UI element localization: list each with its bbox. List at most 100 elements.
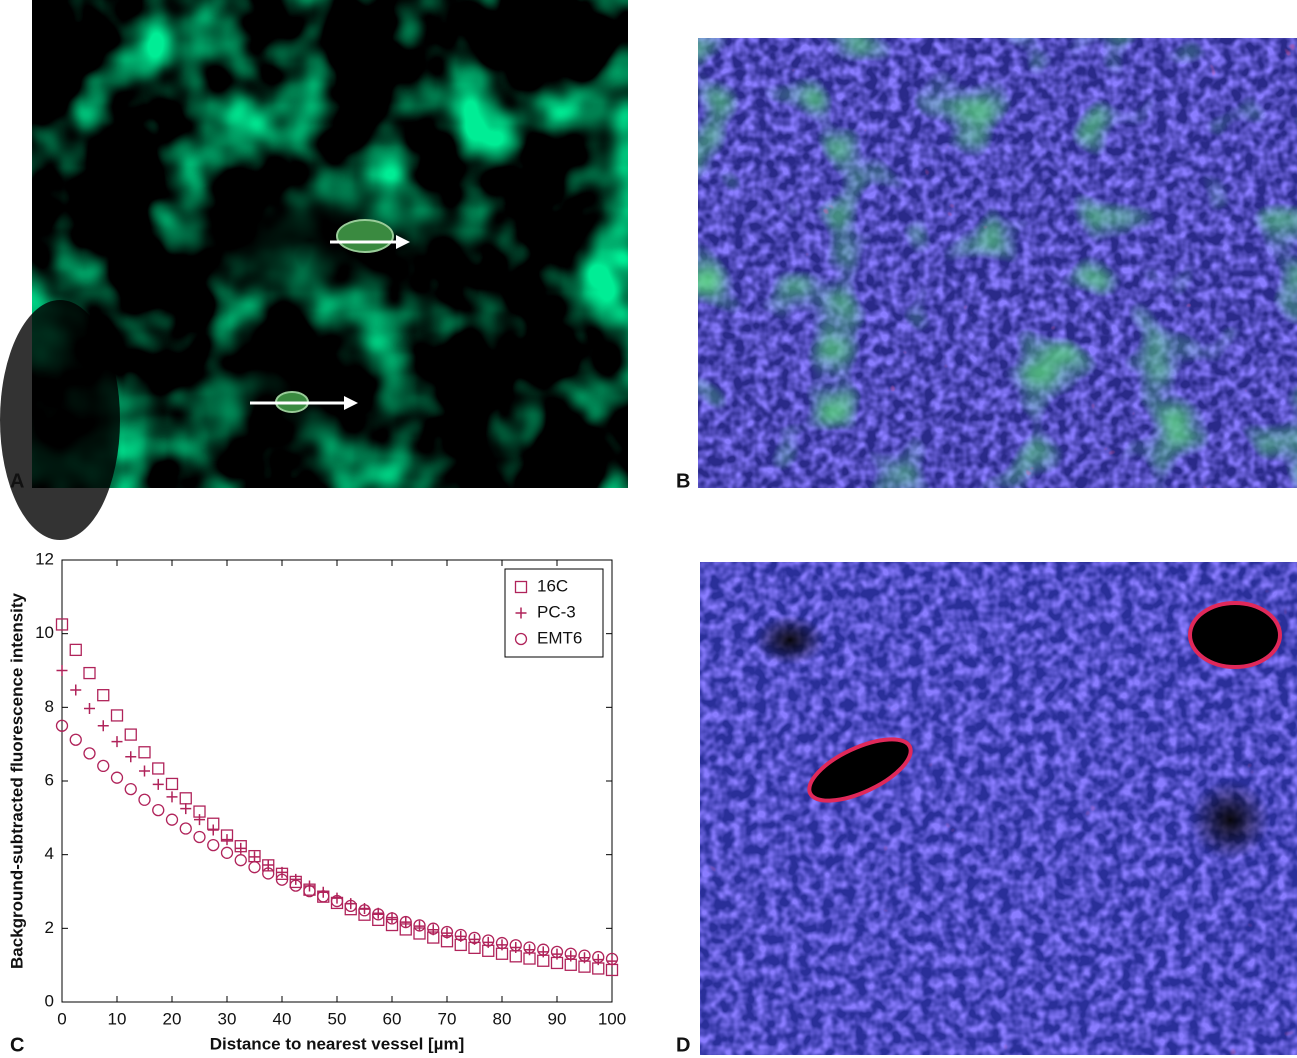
x-axis-label: Distance to nearest vessel [µm] <box>210 1034 465 1053</box>
marker-square <box>97 689 110 702</box>
marker-circle <box>468 931 481 945</box>
marker-circle <box>193 830 206 844</box>
marker-circle <box>165 813 179 826</box>
marker-plus <box>262 859 274 871</box>
marker-plus <box>427 924 439 936</box>
marker-circle <box>262 867 275 880</box>
marker-plus <box>180 803 192 815</box>
marker-square <box>110 709 124 722</box>
panel-label: A <box>10 470 24 492</box>
x-tick-label: 60 <box>383 1009 402 1028</box>
marker-plus <box>111 736 123 748</box>
marker-circle <box>275 873 289 886</box>
marker-square <box>55 618 69 631</box>
y-tick-label: 10 <box>35 623 54 642</box>
marker-circle <box>83 747 96 760</box>
marker-square <box>83 666 96 680</box>
marker-plus <box>97 720 109 732</box>
marker-circle <box>399 915 412 929</box>
marker-plus <box>400 916 412 928</box>
marker-circle <box>413 919 426 932</box>
y-tick-label: 0 <box>45 991 54 1010</box>
marker-plus <box>414 920 425 932</box>
marker-circle <box>248 861 261 874</box>
marker-plus <box>249 851 260 863</box>
marker-plus <box>235 842 247 854</box>
marker-plus <box>56 665 68 676</box>
marker-plus <box>194 814 205 826</box>
marker-square <box>69 643 82 657</box>
x-tick-label: 20 <box>163 1009 182 1028</box>
marker-circle <box>317 890 330 903</box>
x-tick-label: 50 <box>328 1009 347 1028</box>
marker-circle <box>303 884 316 898</box>
legend-label: EMT6 <box>537 628 582 647</box>
x-tick-label: 30 <box>218 1009 237 1028</box>
y-tick-label: 12 <box>35 549 54 568</box>
marker-plus <box>331 892 343 904</box>
x-tick-label: 90 <box>548 1009 567 1028</box>
micrograph-b <box>698 38 1297 488</box>
legend-marker <box>514 632 528 646</box>
panel-label: D <box>676 1034 690 1056</box>
marker-circle <box>564 947 577 960</box>
marker-circle <box>509 939 522 952</box>
marker-plus <box>152 778 164 790</box>
legend-label: PC-3 <box>537 602 576 621</box>
marker-square <box>152 762 165 775</box>
marker-circle <box>550 945 564 959</box>
marker-circle <box>330 894 344 908</box>
marker-circle <box>69 733 82 746</box>
marker-circle <box>179 822 192 835</box>
legend-marker <box>515 607 527 619</box>
y-tick-label: 6 <box>45 770 54 789</box>
marker-plus <box>207 824 219 836</box>
marker-plus <box>290 873 302 885</box>
marker-circle <box>207 838 220 852</box>
marker-plus <box>125 751 137 763</box>
marker-circle <box>110 771 124 784</box>
marker-circle <box>578 949 591 962</box>
marker-plus <box>139 765 150 777</box>
x-tick-label: 10 <box>108 1009 127 1028</box>
legend-marker <box>514 580 528 594</box>
y-tick-label: 8 <box>45 697 54 716</box>
marker-square <box>124 728 137 741</box>
marker-circle <box>220 846 234 859</box>
marker-plus <box>70 684 82 696</box>
x-tick-label: 0 <box>57 1009 66 1028</box>
marker-circle <box>495 936 509 950</box>
marker-plus <box>84 702 95 714</box>
marker-circle <box>138 793 151 806</box>
marker-circle <box>482 934 495 947</box>
micrograph-d <box>700 562 1297 1055</box>
x-tick-label: 80 <box>493 1009 512 1028</box>
marker-plus <box>372 907 384 919</box>
marker-circle <box>55 719 69 732</box>
marker-circle <box>537 943 550 956</box>
legend-label: 16C <box>537 576 568 595</box>
marker-circle <box>289 879 302 892</box>
y-tick-label: 4 <box>45 844 54 863</box>
panel-label: C <box>10 1034 24 1056</box>
y-tick-label: 2 <box>45 918 54 937</box>
marker-circle <box>605 952 619 966</box>
marker-circle <box>97 759 110 773</box>
marker-plus <box>221 834 233 846</box>
x-tick-label: 40 <box>273 1009 292 1028</box>
marker-circle <box>592 950 605 964</box>
panel-label: B <box>676 470 690 492</box>
marker-circle <box>372 908 385 921</box>
micrograph-a <box>0 0 628 540</box>
marker-circle <box>440 925 454 939</box>
marker-circle <box>344 899 357 913</box>
marker-plus <box>276 866 288 878</box>
x-tick-label: 70 <box>438 1009 457 1028</box>
marker-plus <box>166 791 178 803</box>
x-tick-label: 100 <box>598 1009 626 1028</box>
marker-circle <box>523 941 536 954</box>
marker-plus <box>386 912 398 924</box>
marker-square <box>165 777 179 791</box>
marker-circle <box>427 922 440 935</box>
marker-plus <box>592 954 604 966</box>
